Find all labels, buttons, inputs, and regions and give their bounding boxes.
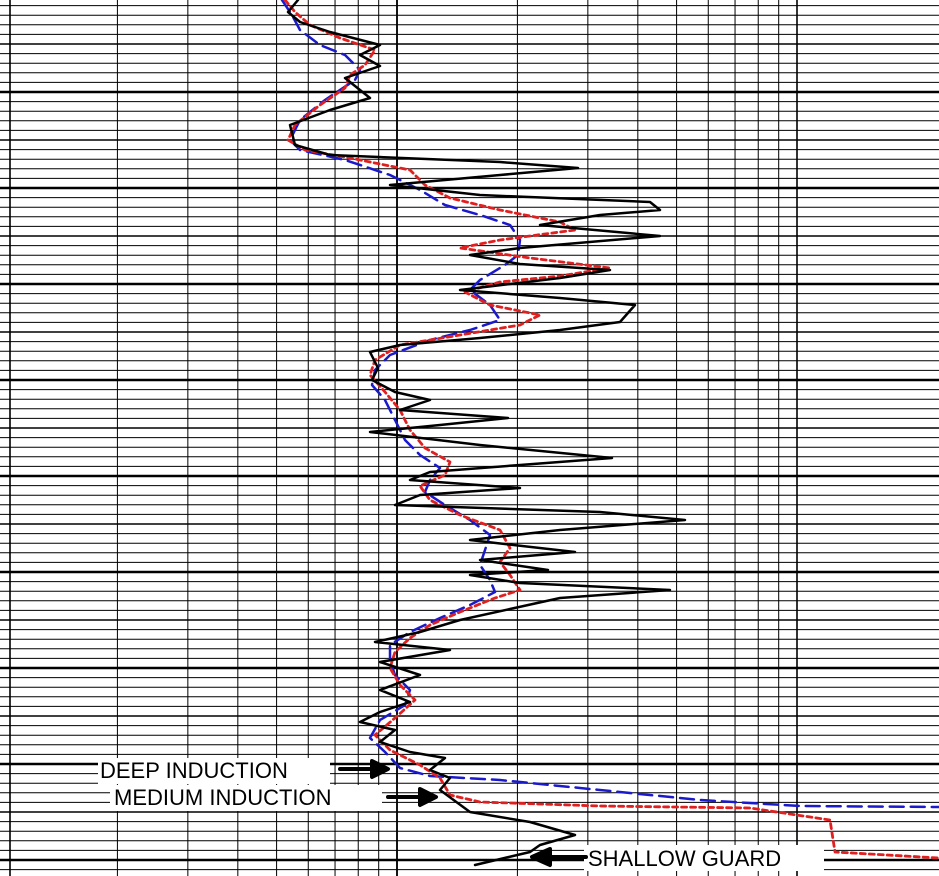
arrow-medium-induction bbox=[386, 787, 438, 807]
arrow-shallow-guard bbox=[530, 847, 588, 867]
annotation-medium-induction-label: MEDIUM INDUCTION bbox=[114, 785, 332, 810]
series-line-shallow-guard bbox=[286, 0, 687, 867]
chart-curves bbox=[280, 0, 939, 867]
annotation-deep-induction-label: DEEP INDUCTION bbox=[100, 758, 288, 783]
annotation-deep-induction: DEEP INDUCTION bbox=[98, 758, 390, 784]
annotation-shallow-guard: SHALLOW GUARD bbox=[530, 845, 824, 871]
annotation-medium-induction: MEDIUM INDUCTION bbox=[110, 785, 438, 811]
series-line-medium-induction bbox=[283, 0, 939, 860]
annotation-shallow-guard-label: SHALLOW GUARD bbox=[588, 846, 781, 871]
arrow-deep-induction bbox=[338, 759, 390, 779]
series-line-deep-induction bbox=[280, 0, 939, 809]
